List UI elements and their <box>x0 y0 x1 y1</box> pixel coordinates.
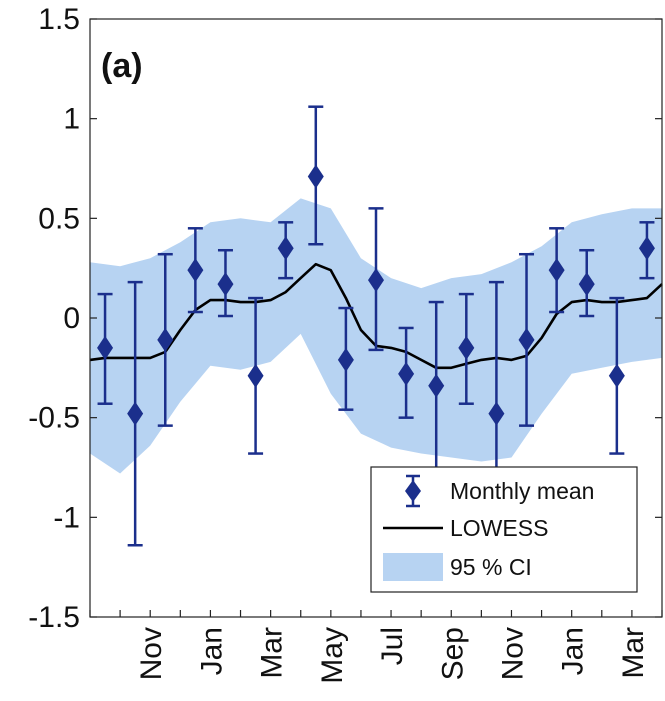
diamond-marker <box>247 363 264 388</box>
diamond-marker <box>277 236 294 261</box>
legend: Monthly mean LOWESS 95 % CI <box>370 466 638 593</box>
diamond-marker <box>518 327 535 352</box>
diamond-marker <box>368 268 384 293</box>
diamond-marker <box>548 258 565 283</box>
diamond-marker <box>488 401 505 426</box>
legend-diamond <box>405 480 421 502</box>
y-tick-label: 1 <box>63 103 80 136</box>
monthly-mean-point <box>217 248 234 318</box>
monthly-mean-point <box>127 280 144 547</box>
monthly-mean-point <box>638 221 655 280</box>
x-tick-label: Sep <box>436 627 469 680</box>
monthly-mean-point <box>608 296 625 455</box>
monthly-mean-point <box>157 252 174 427</box>
x-tick-label: Mar <box>617 627 650 679</box>
monthly-mean-point <box>97 292 114 405</box>
diamond-marker <box>187 258 204 283</box>
diamond-marker <box>428 373 445 398</box>
monthly-mean-point <box>307 105 324 246</box>
monthly-mean-point <box>277 221 294 280</box>
axes: -1.5 -1 -0.5 0 0.5 1 1.5 Nov Jan Mar May Jul Sep Nov J… <box>28 3 663 684</box>
diamond-marker <box>458 335 475 360</box>
x-tick-label: Nov <box>135 627 168 680</box>
errorbar-layer <box>97 105 655 547</box>
monthly-mean-point <box>518 252 535 427</box>
monthly-mean-point <box>398 326 415 419</box>
diamond-marker <box>157 327 174 352</box>
monthly-mean-point <box>458 292 475 405</box>
y-tick-label: 1.5 <box>38 3 80 36</box>
x-tick-label: May <box>316 627 349 684</box>
y-tick-label: -1 <box>53 501 80 534</box>
y-tick-label: 0 <box>63 302 80 335</box>
y-tick-label: -0.5 <box>28 402 80 435</box>
diamond-marker <box>337 347 354 372</box>
diamond-marker <box>608 363 625 388</box>
monthly-mean-point <box>337 306 354 411</box>
monthly-mean-point <box>548 227 565 314</box>
legend-label: 95 % CI <box>450 554 532 580</box>
x-tick-label: Jul <box>376 627 409 665</box>
diamond-marker <box>97 335 114 360</box>
diamond-marker <box>638 236 655 261</box>
y-tick-label: -1.5 <box>28 601 80 634</box>
diamond-marker <box>217 272 234 297</box>
x-tick-label: Nov <box>496 627 529 680</box>
diamond-marker <box>307 164 324 189</box>
monthly-mean-point <box>187 227 204 314</box>
diamond-marker <box>578 272 595 297</box>
monthly-mean-point <box>247 296 264 455</box>
y-tick-label: 0.5 <box>38 202 80 235</box>
diamond-marker <box>398 361 415 386</box>
legend-patch-swatch <box>383 553 443 581</box>
panel-label: (a) <box>101 47 143 85</box>
monthly-mean-point <box>578 248 595 318</box>
x-tick-label: Jan <box>195 627 228 675</box>
monthly-mean-point <box>368 207 384 352</box>
diamond-marker <box>127 401 144 426</box>
legend-label: LOWESS <box>450 515 548 541</box>
x-tick-label: Jan <box>557 627 590 675</box>
legend-label: Monthly mean <box>450 478 594 504</box>
x-tick-label: Mar <box>256 627 289 679</box>
